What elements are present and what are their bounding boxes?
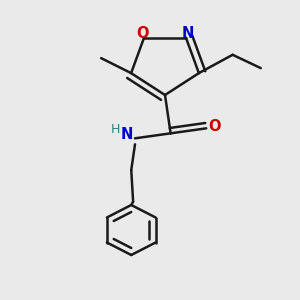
Text: H: H [111, 123, 120, 136]
Text: N: N [121, 127, 133, 142]
Text: N: N [182, 26, 194, 41]
Text: O: O [136, 26, 148, 41]
Text: O: O [208, 119, 221, 134]
